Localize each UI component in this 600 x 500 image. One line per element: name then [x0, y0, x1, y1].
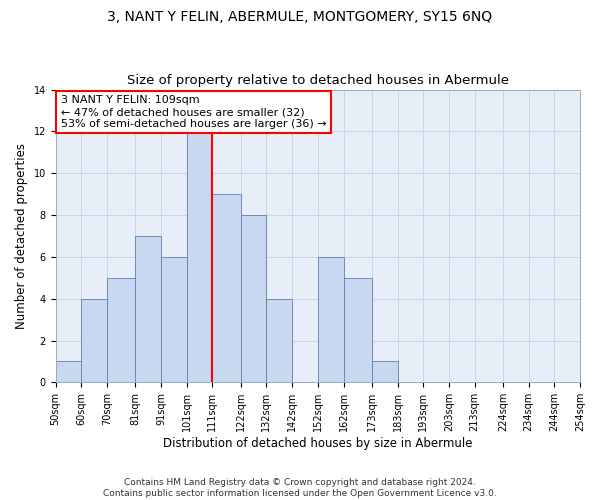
- Bar: [212, 194, 241, 382]
- Text: 3 NANT Y FELIN: 109sqm
← 47% of detached houses are smaller (32)
53% of semi-det: 3 NANT Y FELIN: 109sqm ← 47% of detached…: [61, 96, 326, 128]
- Y-axis label: Number of detached properties: Number of detached properties: [15, 143, 28, 329]
- Bar: [318, 257, 344, 382]
- Bar: [107, 278, 136, 382]
- Bar: [187, 132, 212, 382]
- Text: Contains HM Land Registry data © Crown copyright and database right 2024.
Contai: Contains HM Land Registry data © Crown c…: [103, 478, 497, 498]
- Text: 3, NANT Y FELIN, ABERMULE, MONTGOMERY, SY15 6NQ: 3, NANT Y FELIN, ABERMULE, MONTGOMERY, S…: [107, 10, 493, 24]
- Bar: [372, 362, 398, 382]
- Bar: [241, 215, 266, 382]
- Bar: [161, 257, 187, 382]
- Bar: [56, 362, 82, 382]
- Bar: [136, 236, 161, 382]
- Bar: [266, 298, 292, 382]
- Bar: [82, 298, 107, 382]
- Title: Size of property relative to detached houses in Abermule: Size of property relative to detached ho…: [127, 74, 509, 87]
- Bar: [344, 278, 372, 382]
- X-axis label: Distribution of detached houses by size in Abermule: Distribution of detached houses by size …: [163, 437, 473, 450]
